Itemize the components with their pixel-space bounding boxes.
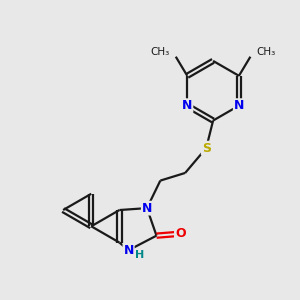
Text: N: N [182,99,193,112]
Text: N: N [142,202,152,214]
Text: N: N [123,244,134,257]
Text: N: N [234,99,244,112]
Text: CH₃: CH₃ [256,47,275,57]
Text: S: S [202,142,211,154]
Text: CH₃: CH₃ [151,47,170,57]
Text: H: H [135,250,144,260]
Text: O: O [175,227,185,240]
